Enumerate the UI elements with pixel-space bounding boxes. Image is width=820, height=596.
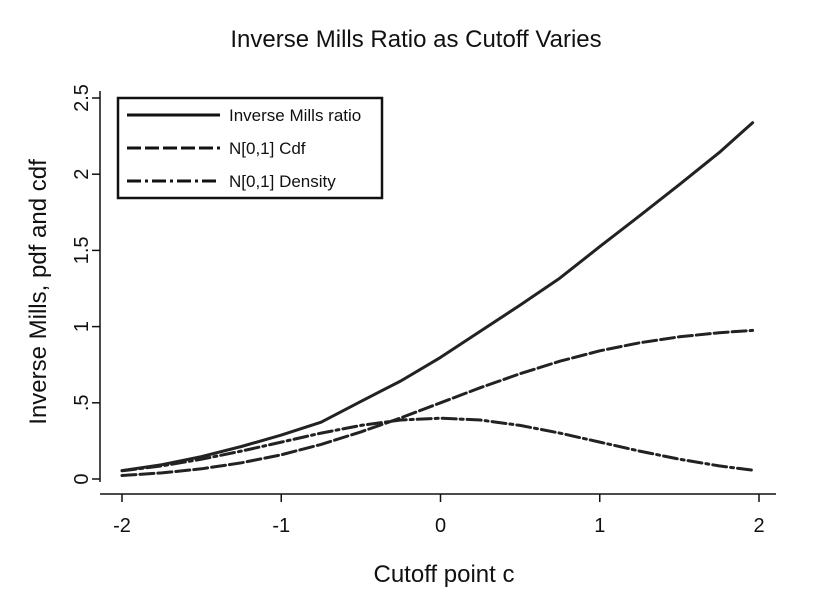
y-ticks: 0 .5 1 1.5 2 2.5 (71, 84, 100, 485)
y-tick-label: 2.5 (71, 84, 93, 112)
x-tick-label: -1 (272, 515, 290, 537)
axes (99, 91, 776, 495)
y-tick-label: 2 (71, 169, 93, 180)
chart-title: Inverse Mills Ratio as Cutoff Varies (230, 26, 601, 53)
legend-label-1: N[0,1] Cdf (229, 139, 306, 158)
series-line-1 (120, 328, 755, 477)
x-tick-label: 0 (435, 515, 446, 537)
legend-label-0: Inverse Mills ratio (229, 106, 361, 125)
legend-label-2: N[0,1] Density (229, 172, 336, 191)
y-tick-label: 0 (71, 473, 93, 484)
x-tick-label: -2 (113, 515, 131, 537)
legend: Inverse Mills ratio N[0,1] Cdf N[0,1] Dens… (116, 96, 384, 200)
series-line-0 (120, 121, 755, 473)
x-ticks: -2 -1 0 1 2 (113, 494, 765, 537)
x-axis-label: Cutoff point c (374, 561, 515, 588)
y-axis-label: Inverse Mills, pdf and cdf (25, 159, 52, 425)
y-tick-label: 1 (71, 321, 93, 332)
y-tick-label: .5 (71, 394, 93, 411)
series-line-2 (120, 416, 755, 473)
series-layer (120, 121, 755, 477)
y-tick-label: 1.5 (71, 236, 93, 264)
x-tick-label: 1 (594, 515, 605, 537)
x-tick-label: 2 (753, 515, 764, 537)
